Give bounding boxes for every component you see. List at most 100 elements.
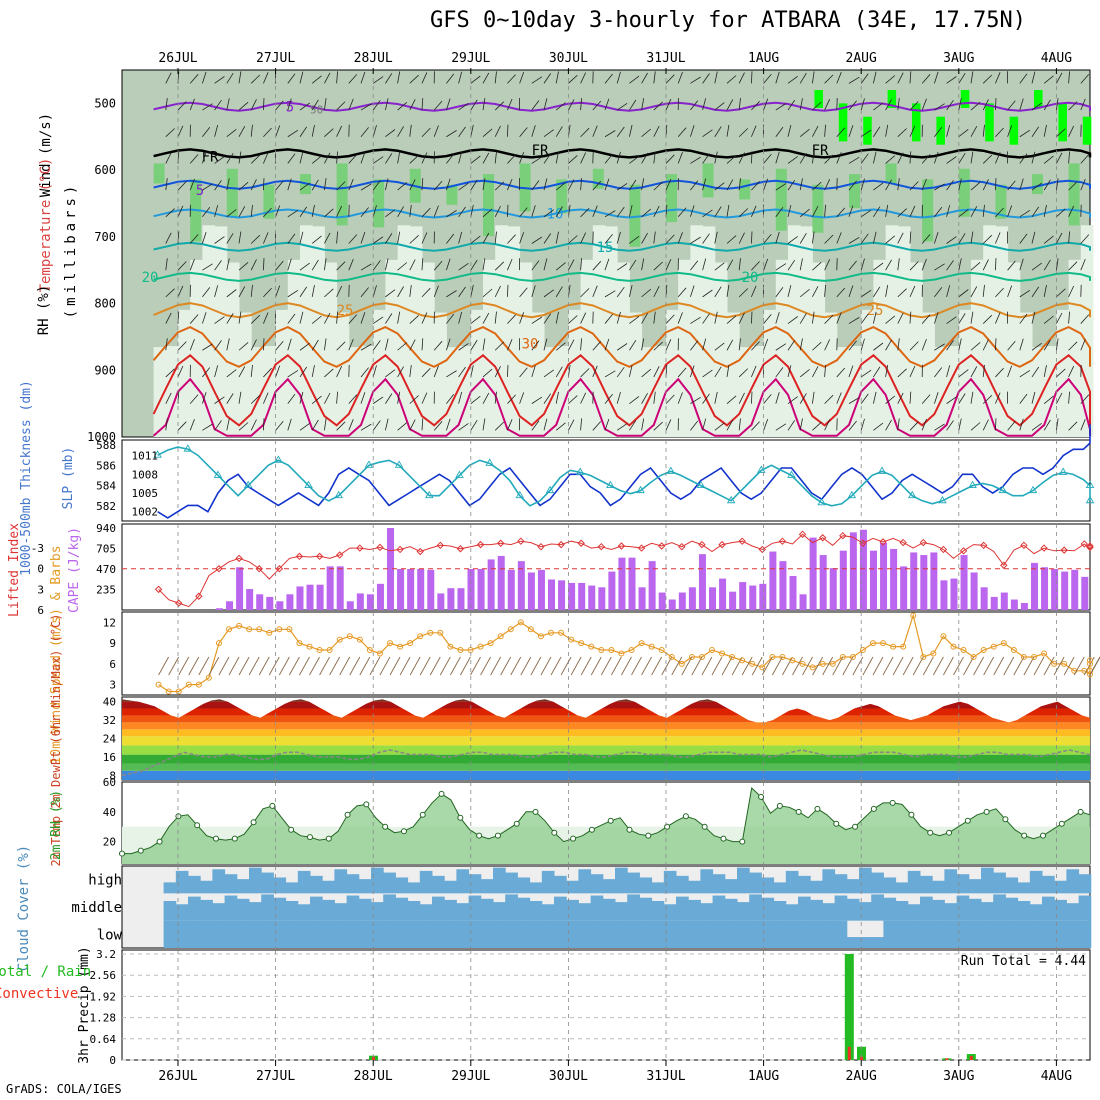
- wind-barb: [263, 367, 272, 378]
- wind-barb: [238, 71, 242, 84]
- cape-tick-470: 470: [96, 563, 116, 576]
- wind-barb: [263, 287, 272, 298]
- rh2m-point: [870, 805, 877, 812]
- day-label-30jul-bottom: 30JUL: [549, 1069, 588, 1084]
- wind-barb: [921, 178, 927, 191]
- rh-shade-light: [556, 346, 569, 437]
- isotherm-label-15-6: 15: [597, 240, 614, 256]
- wind-barb: [555, 102, 566, 111]
- cloud-middle-cell: [407, 900, 421, 921]
- wind-speed-point: [900, 643, 907, 650]
- wind-speed-point: [1061, 660, 1068, 667]
- cloud-high-cell: [834, 874, 848, 894]
- wind-barb: [641, 208, 652, 218]
- wind-speed-point: [306, 643, 313, 650]
- wind-speed-point: [869, 640, 876, 647]
- cloud-high-cell: [163, 882, 177, 894]
- wind-barb: [653, 421, 663, 431]
- cloud-low-cell: [968, 920, 982, 948]
- wind-barb: [836, 152, 842, 164]
- wind-barb: [348, 394, 358, 404]
- wind-barb: [824, 314, 834, 324]
- wind-barb: [665, 419, 672, 431]
- wind-barb: [372, 76, 384, 84]
- cloud-high-cell: [1042, 875, 1055, 894]
- surface-wind-barb: [520, 656, 532, 676]
- wind-barb: [629, 420, 637, 431]
- cloud-low-cell: [175, 920, 189, 948]
- precip-tick-0.64: 0.64: [90, 1033, 117, 1046]
- wind-speed-point: [990, 643, 997, 650]
- wind-barb: [311, 315, 322, 324]
- surface-wind-barb: [560, 656, 572, 676]
- wind-speed-point: [517, 619, 524, 626]
- wind-barb: [238, 391, 242, 404]
- wind-barb: [250, 234, 261, 244]
- wind-barb: [848, 125, 854, 137]
- rh-shade-light: [470, 309, 484, 437]
- cloud-high-cell: [224, 874, 238, 894]
- wind-barb: [385, 289, 396, 298]
- wind-barb: [372, 260, 381, 271]
- surface-wind-barb: [751, 656, 763, 676]
- wind-barb: [238, 261, 249, 271]
- wind-barb: [799, 338, 803, 351]
- wind-barb: [214, 316, 225, 324]
- cloud-low-cell: [932, 920, 945, 948]
- wind-barb: [287, 129, 299, 138]
- wind-barb: [385, 129, 396, 138]
- wind-barb: [336, 71, 338, 84]
- wind-barb: [970, 286, 978, 298]
- wind-barb: [1056, 232, 1063, 244]
- wind-barb: [775, 311, 780, 324]
- wind-barb: [250, 395, 261, 404]
- wind-barb: [238, 366, 246, 378]
- surface-wind-barb: [299, 656, 310, 676]
- wind-barb: [409, 339, 416, 351]
- rh-shade-moist: [556, 179, 568, 214]
- surface-wind-barb: [943, 656, 954, 676]
- wind-barb: [214, 124, 219, 137]
- surface-wind-barb: [872, 656, 884, 676]
- wind-barb: [970, 366, 978, 378]
- wind-barb: [1007, 100, 1016, 111]
- lifted-index-point: [1060, 546, 1068, 554]
- wind-barb: [592, 100, 602, 111]
- wind-barb: [592, 285, 598, 298]
- wind-barb: [555, 422, 566, 431]
- wind-barb: [592, 125, 598, 137]
- rh-shade-light: [592, 225, 606, 437]
- wind-barb: [995, 392, 1001, 404]
- wind-barb: [958, 418, 962, 431]
- cloud-middle-cell: [615, 902, 628, 921]
- wind-barb: [238, 151, 242, 164]
- wind-barb: [995, 338, 997, 351]
- wind-barb: [653, 125, 660, 137]
- wind-barb: [311, 155, 322, 164]
- wind-barb: [580, 152, 587, 164]
- cloud-middle-cell: [395, 897, 409, 921]
- rh-shade-light: [422, 262, 435, 437]
- wind-barb: [921, 394, 931, 404]
- cape-bar: [246, 589, 254, 610]
- rh-shade-saturated: [1058, 103, 1067, 142]
- cloud-middle-cell: [529, 900, 543, 921]
- cloud-middle-cell: [834, 895, 848, 921]
- surface-wind-barb: [651, 656, 663, 676]
- wind-barb: [580, 312, 587, 324]
- rh2m-point: [551, 829, 558, 836]
- wind-barb: [982, 204, 985, 217]
- cloud-high-cell: [273, 877, 287, 894]
- wind-barb: [616, 286, 625, 298]
- rh-shade-light: [458, 346, 472, 437]
- surface-wind-barb: [218, 656, 230, 676]
- cape-bar: [578, 582, 586, 610]
- wind-barb: [860, 418, 865, 431]
- wind-barb: [214, 420, 222, 431]
- wind-barb: [1031, 231, 1036, 244]
- cape-bar: [709, 587, 717, 610]
- temp-tick-8: 8: [109, 769, 116, 782]
- wind-barb: [531, 236, 543, 244]
- wind-barb: [799, 258, 803, 271]
- wind-barb: [421, 72, 428, 84]
